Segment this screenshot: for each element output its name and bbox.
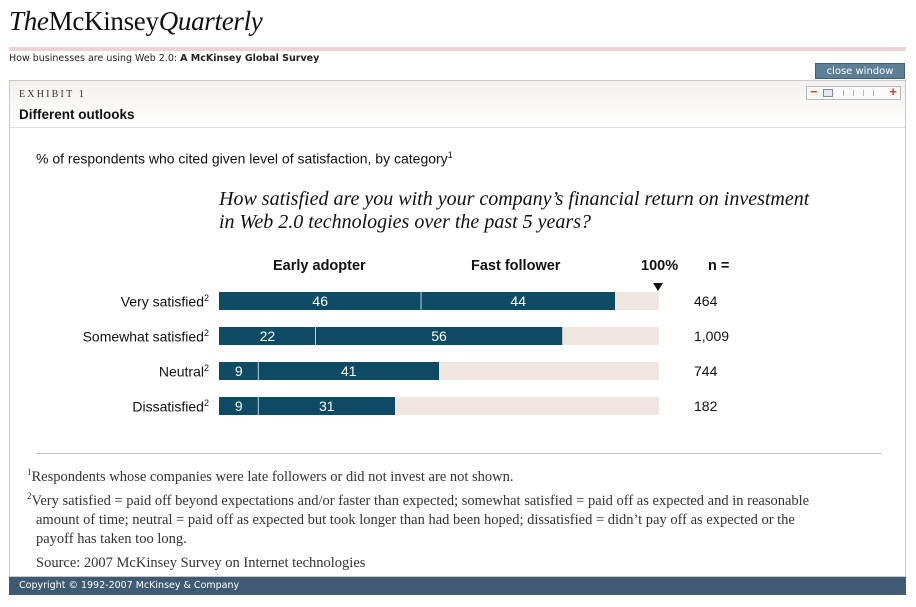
footnote-2-text: Very satisfied = paid off beyond expecta…: [31, 492, 810, 547]
zoom-tick: [873, 90, 874, 96]
exhibit-label: EXHIBIT 1: [19, 89, 87, 100]
brand-quarterly: Quarterly: [158, 6, 263, 36]
brand-logo: TheMcKinseyQuarterly: [9, 6, 263, 37]
exhibit-frame: EXHIBIT 1 Different outlooks − +: [9, 80, 906, 577]
total-label: 100%: [641, 258, 679, 274]
footnote-mark: 2: [203, 363, 209, 373]
category-label-text: Neutral: [158, 363, 204, 380]
source-note: Source: 2007 McKinsey Survey on Internet…: [36, 554, 366, 571]
footnote-mark: 2: [203, 328, 209, 338]
bar-segment-early-adopter: [219, 292, 422, 310]
footnote-mark: 2: [27, 490, 32, 501]
category-label: Somewhat satisfied2: [9, 328, 209, 345]
bar-segment-early-adopter: [219, 327, 316, 345]
data-label: 22: [260, 328, 276, 344]
footnote-2: 2Very satisfied = paid off beyond expect…: [27, 487, 827, 549]
category-label: Neutral2: [9, 363, 209, 380]
close-window-button[interactable]: close window: [815, 63, 905, 79]
category-label-text: Dissatisfied: [132, 398, 204, 415]
n-value: 182: [694, 398, 718, 414]
exhibit-title: Different outlooks: [19, 107, 135, 122]
survey-line: How businesses are using Web 2.0: A McKi…: [9, 53, 319, 64]
chart-question: How satisfied are you with your company’…: [219, 188, 810, 233]
zoom-slider-track[interactable]: [823, 89, 883, 97]
footnote-1-text: Respondents whose companies were late fo…: [31, 468, 514, 485]
exhibit-header: EXHIBIT 1 Different outlooks − +: [10, 81, 905, 128]
data-label: 9: [235, 398, 243, 414]
zoom-tick: [863, 90, 864, 96]
survey-name: A McKinsey Global Survey: [180, 53, 320, 64]
total-arrow-icon: [653, 283, 663, 291]
brand-the: The: [9, 6, 49, 36]
n-value: 1,009: [694, 328, 730, 344]
data-label: 9: [235, 363, 243, 379]
footnote-1: 1Respondents whose companies were late f…: [27, 463, 827, 487]
chart-subtitle-text: % of respondents who cited given level o…: [36, 150, 448, 167]
legend-fast-follower: Fast follower: [471, 258, 561, 274]
n-value: 464: [694, 293, 718, 309]
footnote-mark: 2: [203, 293, 209, 303]
survey-prefix: How businesses are using Web 2.0:: [9, 53, 181, 64]
bar-segment-early-adopter: [219, 397, 259, 415]
data-label: 46: [312, 293, 328, 309]
brand-mckinsey: McKinsey: [48, 6, 159, 36]
zoom-tick: [853, 90, 854, 96]
data-label: 31: [319, 398, 335, 414]
footnotes: 1Respondents whose companies were late f…: [27, 463, 827, 573]
zoom-slider-thumb[interactable]: [823, 89, 833, 97]
data-label: 44: [510, 293, 526, 309]
data-label: 56: [431, 328, 447, 344]
bar-segment-early-adopter: [219, 362, 259, 380]
footnote-mark: 1: [447, 150, 453, 160]
legend-early-adopter: Early adopter: [273, 258, 366, 274]
footnote-mark: 1: [27, 467, 32, 477]
bar-divider: [315, 327, 317, 345]
bar-segment-fast-follower: [258, 362, 439, 380]
n-header: n =: [708, 258, 730, 274]
n-value: 744: [694, 363, 718, 379]
bar-segment-fast-follower: [315, 327, 563, 345]
footnote-mark: 2: [203, 398, 209, 408]
chart-subtitle: % of respondents who cited given level o…: [36, 150, 453, 167]
zoom-tick: [843, 90, 844, 96]
zoom-control[interactable]: − +: [806, 84, 901, 100]
stacked-bar-chart: 46 44 22 56 9 41 9 31: [219, 292, 659, 415]
category-label-text: Somewhat satisfied: [82, 328, 204, 345]
brand-rule: [9, 47, 906, 51]
zoom-in-button[interactable]: +: [889, 84, 897, 99]
category-label: Very satisfied2: [9, 293, 209, 310]
copyright-footer: Copyright © 1992-2007 McKinsey & Company: [9, 577, 906, 595]
category-label-text: Very satisfied: [120, 293, 204, 310]
category-label: Dissatisfied2: [9, 398, 209, 415]
footnote-divider: [36, 453, 882, 454]
bar-segment-fast-follower: [258, 397, 395, 415]
data-label: 41: [341, 363, 357, 379]
zoom-out-button[interactable]: −: [810, 84, 818, 99]
bar-segment-fast-follower: [421, 292, 615, 310]
